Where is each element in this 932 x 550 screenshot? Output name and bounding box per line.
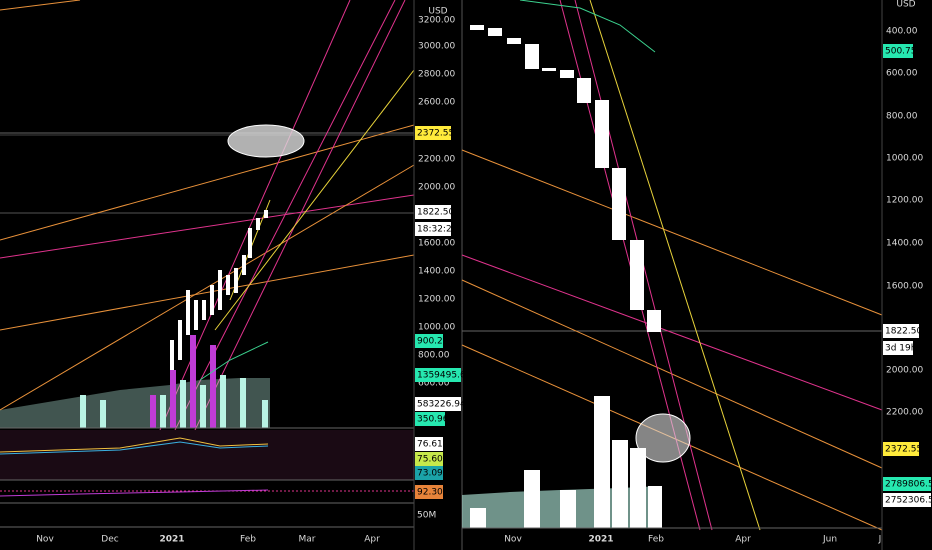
price-tag-label: 583226.940	[417, 400, 472, 410]
price-axis-label: 1600.00	[886, 282, 923, 292]
price-tag	[415, 485, 443, 499]
price-tag-label: 50M	[417, 511, 436, 521]
price-axis-label: 2800.00	[418, 70, 455, 80]
price-tag-label: 2372.55	[417, 129, 454, 139]
price-axis-label: 1200.00	[886, 196, 923, 206]
time-axis-label: J	[878, 535, 882, 545]
price-tag	[415, 334, 443, 348]
price-axis-label: 1000.00	[418, 323, 455, 333]
time-axis-label: Apr	[735, 535, 751, 545]
price-tag	[415, 466, 443, 480]
price-axis-label: 2200.00	[886, 408, 923, 418]
price-tag	[415, 508, 443, 522]
price-axis-label: 800.00	[418, 351, 450, 361]
price-tag-label: 500.75	[885, 47, 917, 57]
price-axis-label: 600.00	[886, 69, 918, 79]
right-candles	[462, 25, 662, 528]
price-axis-label: 1400.00	[418, 267, 455, 277]
time-axis-label: Nov	[36, 535, 54, 545]
price-tag-label: 3d 19h	[885, 344, 916, 354]
price-axis-label: 3000.00	[418, 42, 455, 52]
time-axis-label: Dec	[101, 535, 118, 545]
price-axis-label: 600.00	[418, 379, 450, 389]
price-axis-label: 1200.00	[418, 295, 455, 305]
price-axis-label: 800.00	[886, 112, 918, 122]
price-axis-label: 3200.00	[418, 16, 455, 26]
price-tag	[883, 324, 919, 338]
price-tag-label: 76.61	[417, 440, 443, 450]
price-tag	[415, 205, 451, 219]
price-tag	[415, 437, 443, 451]
price-tag	[883, 493, 931, 507]
price-tag-label: 18:32:25	[417, 225, 457, 235]
price-axis-label: 2600.00	[418, 98, 455, 108]
price-tag	[415, 126, 451, 140]
price-tag	[415, 397, 461, 411]
time-axis-label: 2021	[159, 535, 184, 545]
price-axis-label: 1600.00	[418, 239, 455, 249]
time-axis-label: Mar	[299, 535, 316, 545]
price-tag	[883, 477, 931, 491]
price-tag-label: 900.28	[417, 337, 449, 347]
currency-label: USD	[896, 0, 915, 10]
price-tag	[883, 442, 919, 456]
price-axis-label: 400.00	[886, 27, 918, 37]
price-tag	[883, 341, 913, 355]
price-tag-label: 350.96	[417, 415, 449, 425]
price-tag-label: 92.30	[417, 488, 443, 498]
time-axis-label: Apr	[364, 535, 380, 545]
time-axis-label: Feb	[240, 535, 256, 545]
price-axis-label: 2000.00	[418, 183, 455, 193]
price-axis-label: 1000.00	[886, 154, 923, 164]
price-axis-label: 2000.00	[886, 366, 923, 376]
price-tag	[415, 412, 445, 426]
price-tag-label: 1822.50	[417, 208, 454, 218]
price-tag-label: 2372.55	[885, 445, 922, 455]
time-axis-label: Nov	[504, 535, 522, 545]
price-tag-label: 2789806.551	[885, 480, 932, 490]
time-axis-label: Jun	[822, 535, 837, 545]
time-axis-label: 2021	[588, 535, 613, 545]
price-tag-label: 1822.50	[885, 327, 922, 337]
price-tag	[415, 368, 461, 382]
currency-label: USD	[428, 7, 447, 17]
price-axis-label: 2200.00	[418, 155, 455, 165]
price-axis-label: 1400.00	[886, 239, 923, 249]
left-candles	[0, 210, 414, 528]
price-tag	[415, 222, 451, 236]
price-tag-label: 73.09	[417, 469, 443, 479]
price-tag-label: 1359495.646	[417, 371, 477, 381]
price-tag-label: 2752306.550	[885, 496, 932, 506]
price-tag	[415, 452, 443, 466]
price-tag-label: 75.60	[417, 455, 443, 465]
price-tag	[883, 44, 913, 58]
time-axis-label: Feb	[648, 535, 664, 545]
